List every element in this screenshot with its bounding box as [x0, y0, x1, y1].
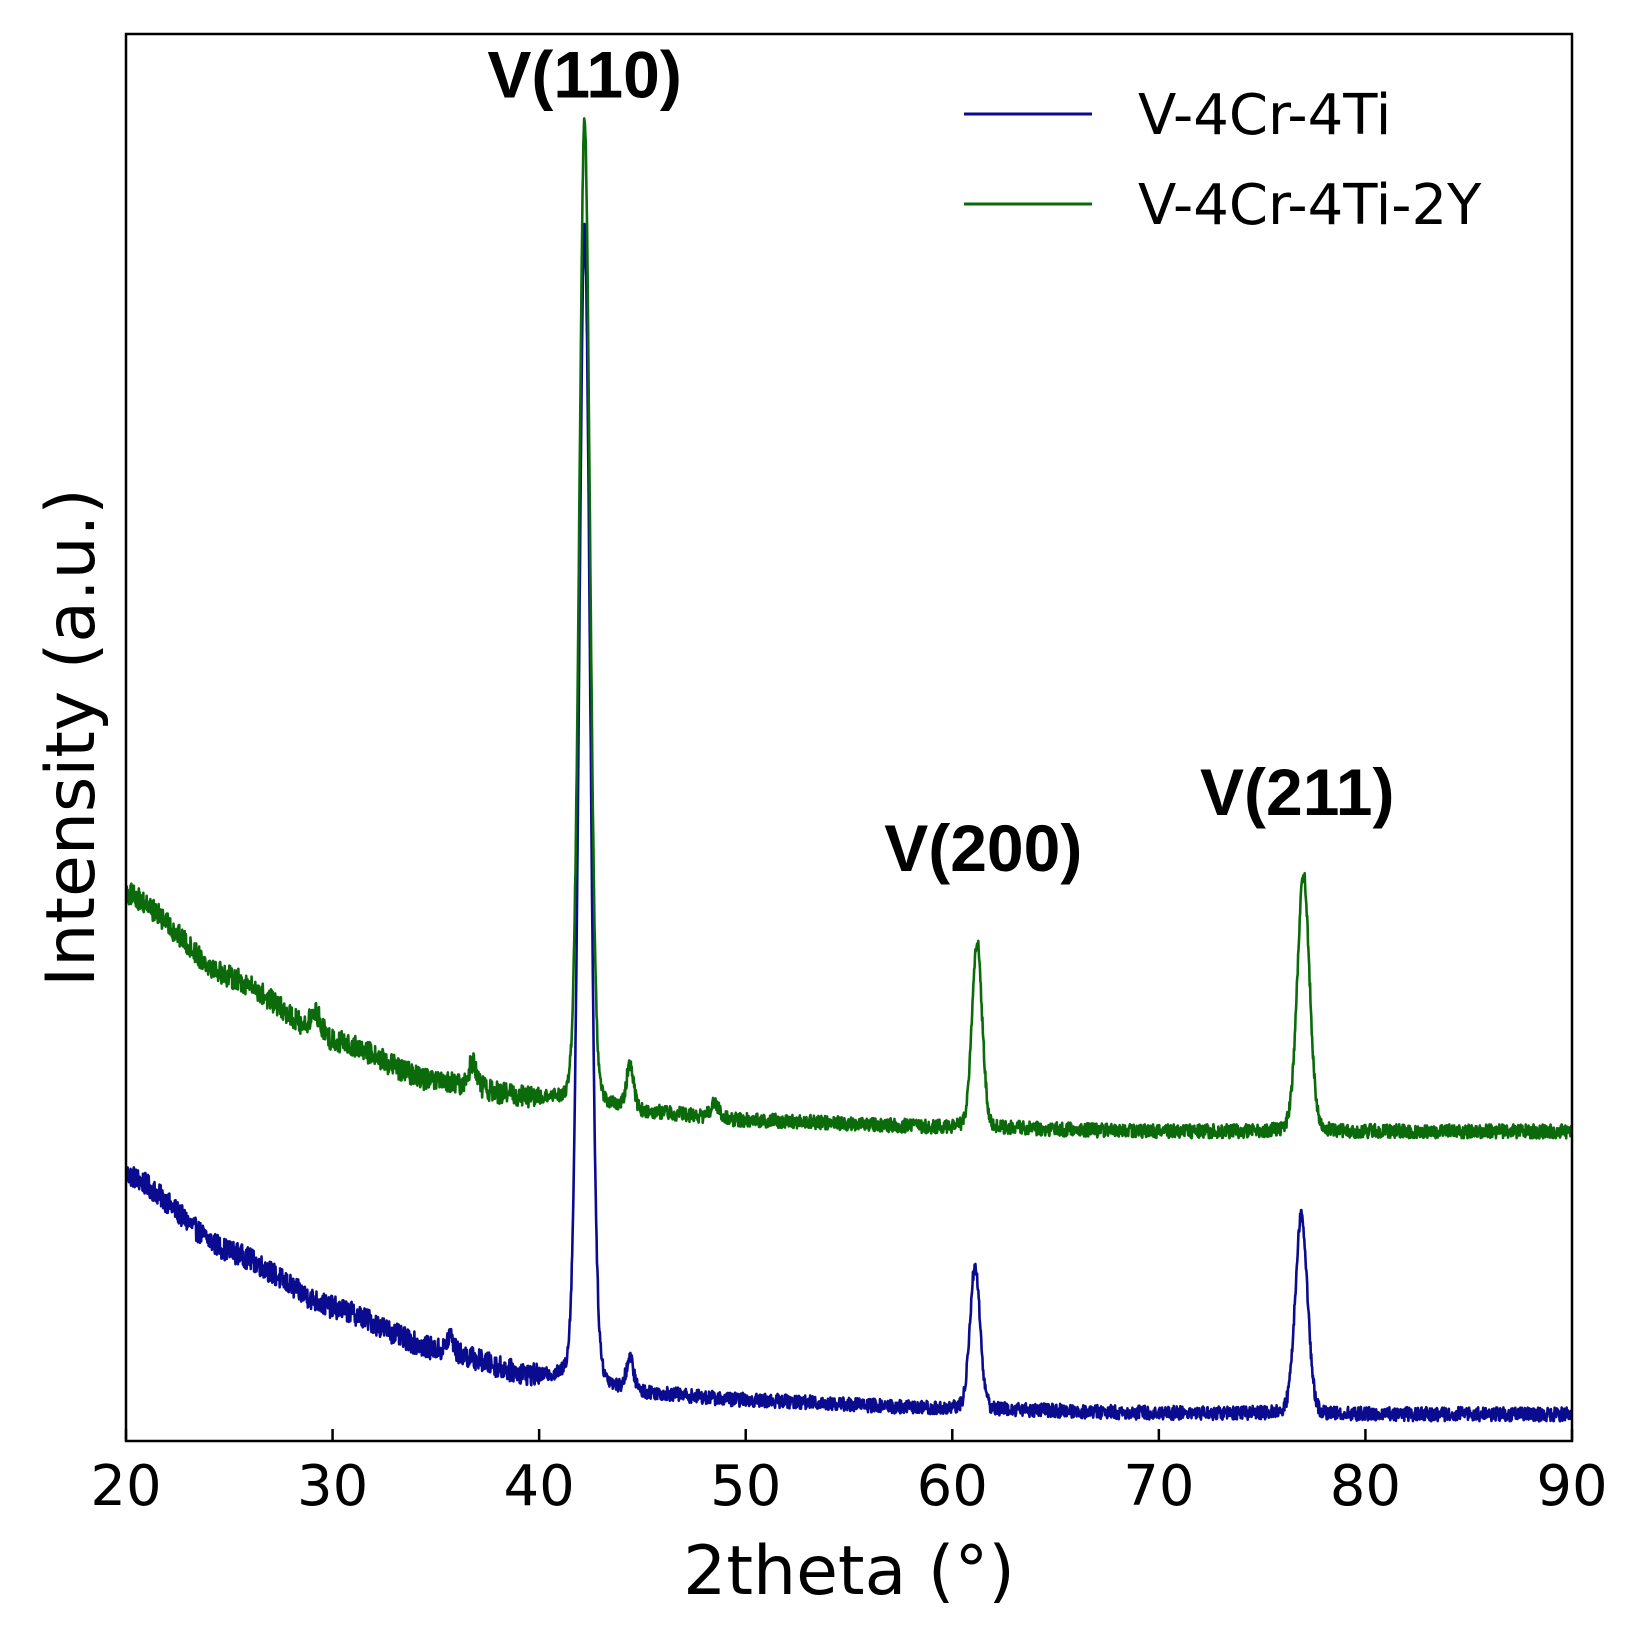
- peak-label-110: V(110): [487, 37, 681, 111]
- peak-label-200: V(200): [884, 811, 1082, 885]
- plot-frame: [124, 32, 1574, 1443]
- x-axis-label: 2theta (°): [683, 1532, 1015, 1611]
- series-line-1: [126, 222, 1572, 1423]
- ticks-layer: 20 30 40 50 60 70 80 90: [90, 1429, 1608, 1519]
- legend: V-4Cr-4Ti V-4Cr-4Ti-2Y: [964, 83, 1482, 238]
- x-tick-label-60: 60: [917, 1454, 988, 1519]
- y-axis-label: Intensity (a.u.): [32, 488, 111, 987]
- x-tick-label-70: 70: [1123, 1454, 1194, 1519]
- series-line-2: [126, 117, 1572, 1140]
- series-layer: [126, 117, 1572, 1423]
- x-tick-label-80: 80: [1330, 1454, 1401, 1519]
- x-tick-label-40: 40: [504, 1454, 575, 1519]
- x-tick-label-20: 20: [90, 1454, 161, 1519]
- legend-label-1: V-4Cr-4Ti: [1138, 83, 1391, 148]
- x-tick-label-50: 50: [710, 1454, 781, 1519]
- annotations-layer: V(110) V(200) V(211): [487, 37, 1394, 885]
- x-tick-label-30: 30: [297, 1454, 368, 1519]
- x-tick-label-90: 90: [1536, 1454, 1607, 1519]
- legend-label-2: V-4Cr-4Ti-2Y: [1138, 173, 1482, 238]
- peak-label-211: V(211): [1200, 755, 1394, 829]
